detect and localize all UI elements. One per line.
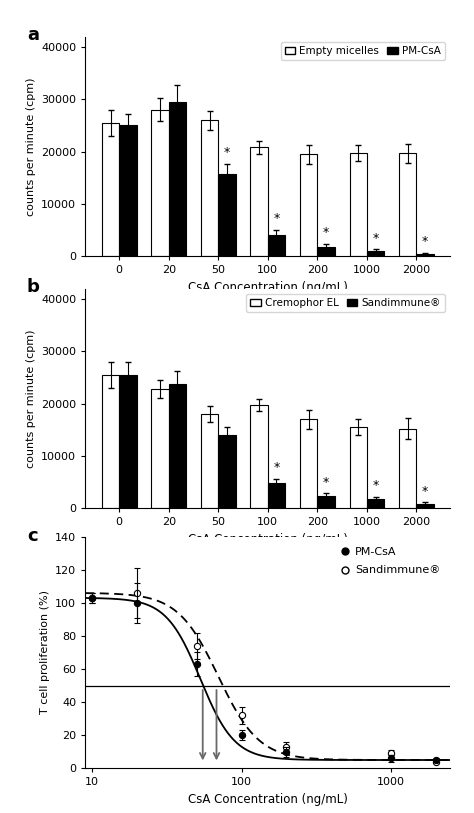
- Bar: [367, 251, 384, 256]
- Text: *: *: [373, 479, 379, 492]
- Bar: [399, 153, 416, 256]
- Y-axis label: counts per minute (cpm): counts per minute (cpm): [26, 77, 36, 215]
- Bar: [102, 375, 119, 508]
- Text: b: b: [27, 277, 40, 296]
- Bar: [151, 110, 169, 256]
- Bar: [119, 376, 137, 508]
- Text: *: *: [224, 146, 230, 159]
- Text: *: *: [422, 485, 428, 498]
- Bar: [300, 154, 317, 256]
- X-axis label: CsA Concentration (ng/mL): CsA Concentration (ng/mL): [188, 793, 348, 806]
- Bar: [317, 496, 335, 508]
- Bar: [169, 384, 186, 508]
- Legend: Cremophor EL, Sandimmune®: Cremophor EL, Sandimmune®: [246, 293, 445, 312]
- Bar: [201, 414, 219, 508]
- Bar: [300, 420, 317, 508]
- X-axis label: CsA Concentration (ng/mL): CsA Concentration (ng/mL): [188, 533, 348, 546]
- Text: *: *: [323, 476, 329, 489]
- Bar: [268, 235, 285, 256]
- Text: *: *: [273, 461, 280, 474]
- Bar: [317, 247, 335, 256]
- Text: *: *: [422, 235, 428, 248]
- Bar: [102, 123, 119, 256]
- Bar: [219, 435, 236, 508]
- Text: a: a: [27, 25, 39, 44]
- Bar: [119, 125, 137, 256]
- Bar: [367, 498, 384, 508]
- Text: c: c: [27, 528, 37, 546]
- X-axis label: CsA Concentration (ng/mL): CsA Concentration (ng/mL): [188, 280, 348, 293]
- Y-axis label: T cell proliferation (%): T cell proliferation (%): [40, 590, 50, 715]
- Bar: [219, 173, 236, 256]
- Bar: [349, 153, 367, 256]
- Bar: [399, 428, 416, 508]
- Legend: Empty micelles, PM-CsA: Empty micelles, PM-CsA: [281, 41, 445, 60]
- Text: *: *: [273, 212, 280, 225]
- Bar: [250, 147, 268, 256]
- Bar: [349, 427, 367, 508]
- Bar: [169, 102, 186, 256]
- Bar: [268, 483, 285, 508]
- Bar: [201, 120, 219, 256]
- Bar: [151, 389, 169, 508]
- Bar: [416, 504, 434, 508]
- Y-axis label: counts per minute (cpm): counts per minute (cpm): [26, 329, 36, 467]
- Legend: PM-CsA, Sandimmune®: PM-CsA, Sandimmune®: [336, 542, 445, 580]
- Text: *: *: [373, 232, 379, 245]
- Text: *: *: [323, 226, 329, 239]
- Bar: [250, 405, 268, 508]
- Bar: [416, 254, 434, 256]
